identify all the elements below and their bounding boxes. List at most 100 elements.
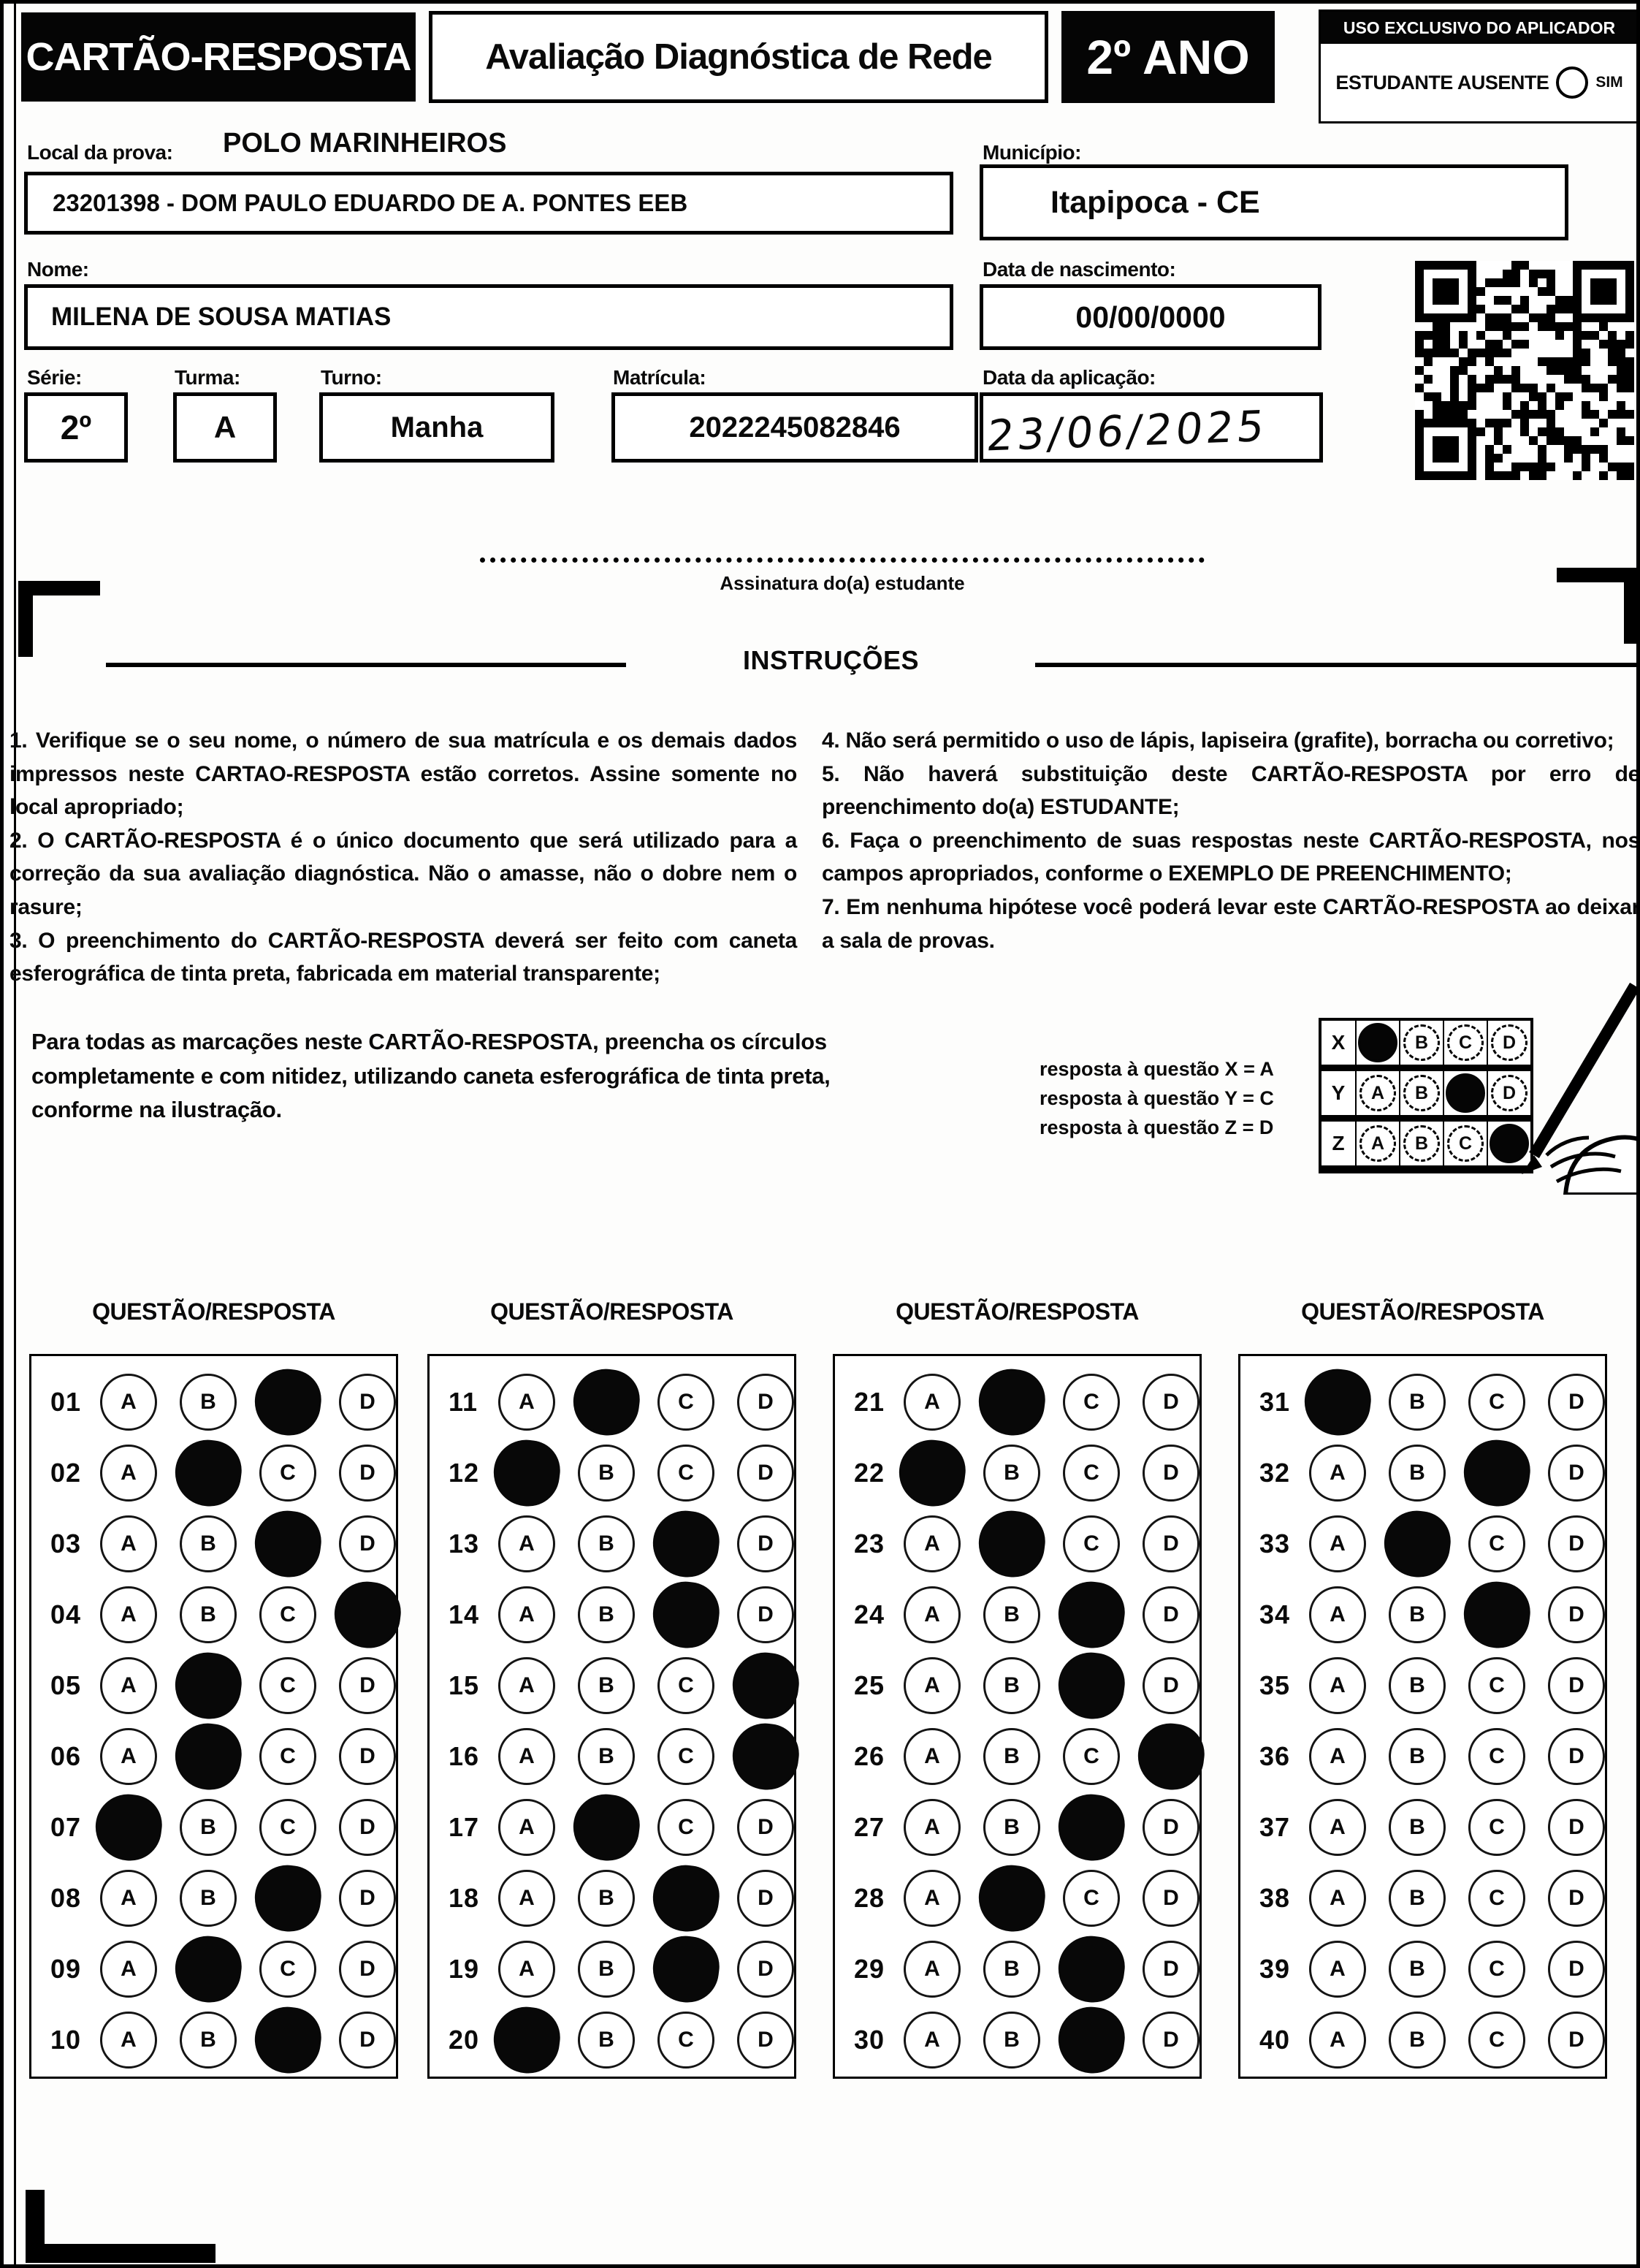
bubble-37-A[interactable]: A (1309, 1798, 1366, 1856)
bubble-04-A[interactable]: A (100, 1586, 157, 1643)
bubble-38-D[interactable]: D (1548, 1869, 1605, 1927)
bubble-21-D[interactable]: D (1143, 1373, 1200, 1431)
bubble-06-D[interactable]: D (339, 1727, 396, 1785)
bubble-07-A[interactable]: A (91, 1790, 166, 1864)
signature-line[interactable] (480, 558, 1205, 563)
bubble-20-D[interactable]: D (737, 2011, 794, 2069)
bubble-15-A[interactable]: A (498, 1656, 555, 1714)
bubble-29-B[interactable]: B (983, 1940, 1040, 1998)
bubble-17-A[interactable]: A (498, 1798, 555, 1856)
bubble-03-D[interactable]: D (339, 1515, 396, 1572)
bubble-12-D[interactable]: D (737, 1444, 794, 1502)
bubble-14-D[interactable]: D (737, 1586, 794, 1643)
bubble-35-D[interactable]: D (1548, 1656, 1605, 1714)
bubble-39-D[interactable]: D (1548, 1940, 1605, 1998)
bubble-07-C[interactable]: C (259, 1798, 316, 1856)
bubble-04-C[interactable]: C (259, 1586, 316, 1643)
bubble-05-A[interactable]: A (100, 1656, 157, 1714)
bubble-13-B[interactable]: B (578, 1515, 635, 1572)
bubble-18-B[interactable]: B (578, 1869, 635, 1927)
bubble-21-B[interactable]: B (975, 1365, 1049, 1439)
bubble-32-B[interactable]: B (1389, 1444, 1446, 1502)
bubble-08-D[interactable]: D (339, 1869, 396, 1927)
bubble-01-D[interactable]: D (339, 1373, 396, 1431)
bubble-14-A[interactable]: A (498, 1586, 555, 1643)
bubble-34-C[interactable]: C (1460, 1578, 1534, 1651)
bubble-25-B[interactable]: B (983, 1656, 1040, 1714)
bubble-27-C[interactable]: C (1054, 1790, 1129, 1864)
bubble-12-A[interactable]: A (489, 1436, 564, 1510)
bubble-27-D[interactable]: D (1143, 1798, 1200, 1856)
bubble-36-A[interactable]: A (1309, 1727, 1366, 1785)
bubble-24-B[interactable]: B (983, 1586, 1040, 1643)
bubble-20-B[interactable]: B (578, 2011, 635, 2069)
bubble-33-A[interactable]: A (1309, 1515, 1366, 1572)
bubble-17-C[interactable]: C (657, 1798, 714, 1856)
bubble-12-C[interactable]: C (657, 1444, 714, 1502)
bubble-02-B[interactable]: B (171, 1436, 245, 1510)
bubble-10-D[interactable]: D (339, 2011, 396, 2069)
bubble-14-C[interactable]: C (649, 1578, 723, 1651)
bubble-07-B[interactable]: B (180, 1798, 237, 1856)
bubble-12-B[interactable]: B (578, 1444, 635, 1502)
bubble-04-D[interactable]: D (330, 1578, 405, 1651)
bubble-36-B[interactable]: B (1389, 1727, 1446, 1785)
bubble-27-A[interactable]: A (904, 1798, 961, 1856)
bubble-06-A[interactable]: A (100, 1727, 157, 1785)
bubble-03-C[interactable]: C (251, 1507, 325, 1580)
bubble-31-B[interactable]: B (1389, 1373, 1446, 1431)
bubble-33-B[interactable]: B (1380, 1507, 1454, 1580)
bubble-31-D[interactable]: D (1548, 1373, 1605, 1431)
bubble-38-B[interactable]: B (1389, 1869, 1446, 1927)
bubble-30-D[interactable]: D (1143, 2011, 1200, 2069)
bubble-40-A[interactable]: A (1309, 2011, 1366, 2069)
bubble-32-A[interactable]: A (1309, 1444, 1366, 1502)
bubble-20-A[interactable]: A (489, 2003, 564, 2077)
bubble-34-B[interactable]: B (1389, 1586, 1446, 1643)
bubble-27-B[interactable]: B (983, 1798, 1040, 1856)
bubble-30-A[interactable]: A (904, 2011, 961, 2069)
bubble-05-B[interactable]: B (171, 1648, 245, 1722)
bubble-32-C[interactable]: C (1460, 1436, 1534, 1510)
bubble-24-D[interactable]: D (1143, 1586, 1200, 1643)
bubble-11-A[interactable]: A (498, 1373, 555, 1431)
bubble-38-A[interactable]: A (1309, 1869, 1366, 1927)
bubble-01-C[interactable]: C (251, 1365, 325, 1439)
bubble-19-C[interactable]: C (649, 1932, 723, 2006)
bubble-16-C[interactable]: C (657, 1727, 714, 1785)
bubble-40-C[interactable]: C (1468, 2011, 1525, 2069)
bubble-37-D[interactable]: D (1548, 1798, 1605, 1856)
bubble-31-C[interactable]: C (1468, 1373, 1525, 1431)
bubble-15-B[interactable]: B (578, 1656, 635, 1714)
bubble-22-D[interactable]: D (1143, 1444, 1200, 1502)
bubble-26-A[interactable]: A (904, 1727, 961, 1785)
bubble-15-C[interactable]: C (657, 1656, 714, 1714)
bubble-19-D[interactable]: D (737, 1940, 794, 1998)
bubble-33-D[interactable]: D (1548, 1515, 1605, 1572)
bubble-28-C[interactable]: C (1063, 1869, 1120, 1927)
bubble-22-B[interactable]: B (983, 1444, 1040, 1502)
bubble-04-B[interactable]: B (180, 1586, 237, 1643)
bubble-36-D[interactable]: D (1548, 1727, 1605, 1785)
bubble-08-C[interactable]: C (251, 1861, 325, 1935)
bubble-39-C[interactable]: C (1468, 1940, 1525, 1998)
bubble-16-B[interactable]: B (578, 1727, 635, 1785)
bubble-11-B[interactable]: B (569, 1365, 644, 1439)
bubble-08-B[interactable]: B (180, 1869, 237, 1927)
bubble-25-A[interactable]: A (904, 1656, 961, 1714)
bubble-17-D[interactable]: D (737, 1798, 794, 1856)
bubble-11-D[interactable]: D (737, 1373, 794, 1431)
bubble-34-A[interactable]: A (1309, 1586, 1366, 1643)
absent-bubble[interactable] (1556, 66, 1589, 99)
bubble-21-C[interactable]: C (1063, 1373, 1120, 1431)
bubble-08-A[interactable]: A (100, 1869, 157, 1927)
bubble-17-B[interactable]: B (569, 1790, 644, 1864)
bubble-13-A[interactable]: A (498, 1515, 555, 1572)
bubble-22-C[interactable]: C (1063, 1444, 1120, 1502)
bubble-10-B[interactable]: B (180, 2011, 237, 2069)
bubble-10-A[interactable]: A (100, 2011, 157, 2069)
bubble-29-D[interactable]: D (1143, 1940, 1200, 1998)
bubble-35-A[interactable]: A (1309, 1656, 1366, 1714)
bubble-38-C[interactable]: C (1468, 1869, 1525, 1927)
bubble-01-A[interactable]: A (100, 1373, 157, 1431)
